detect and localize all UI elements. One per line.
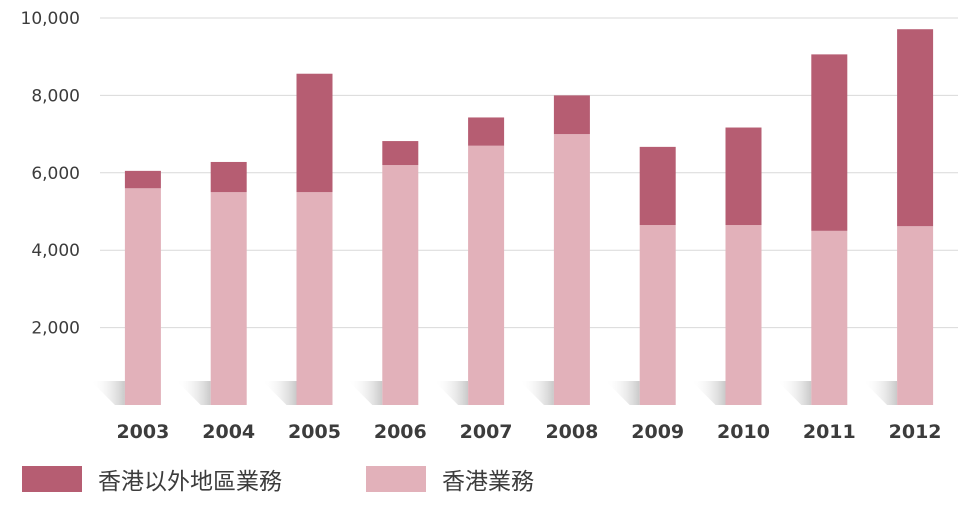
bar-segment-outside-hk bbox=[811, 54, 848, 231]
bar-segment-hk bbox=[468, 145, 505, 405]
bar-segment-outside-hk bbox=[296, 73, 333, 193]
legend-label-outside-hk: 香港以外地區業務 bbox=[98, 469, 282, 495]
bar-segment-outside-hk bbox=[124, 170, 161, 189]
legend-swatch-hk bbox=[366, 466, 426, 492]
bar-shadow bbox=[519, 381, 554, 405]
bar-shadow bbox=[176, 381, 211, 405]
y-tick-label: 2,000 bbox=[31, 319, 80, 339]
x-tick-label: 2004 bbox=[202, 421, 255, 443]
bar-segment-outside-hk bbox=[897, 29, 934, 227]
bar-shadow bbox=[777, 381, 812, 405]
bar-segment-hk bbox=[296, 192, 333, 405]
bar-segment-hk bbox=[811, 230, 848, 405]
bar-segment-hk bbox=[639, 225, 676, 405]
bar-segment-hk bbox=[725, 225, 762, 405]
bar-shadows bbox=[90, 381, 898, 405]
bar-shadow bbox=[691, 381, 726, 405]
x-tick-label: 2009 bbox=[631, 421, 684, 443]
bar-shadow bbox=[863, 381, 898, 405]
x-tick-label: 2003 bbox=[116, 421, 169, 443]
bar-segment-outside-hk bbox=[725, 127, 762, 226]
x-tick-label: 2011 bbox=[803, 421, 856, 443]
bar-shadow bbox=[605, 381, 640, 405]
y-tick-label: 10,000 bbox=[21, 9, 80, 29]
bar-segment-hk bbox=[553, 134, 590, 405]
bar-shadow bbox=[348, 381, 383, 405]
bar-segment-outside-hk bbox=[468, 117, 505, 146]
bar-shadow bbox=[434, 381, 469, 405]
x-tick-label: 2007 bbox=[460, 421, 513, 443]
bar-segment-outside-hk bbox=[210, 161, 247, 193]
bar-shadow bbox=[262, 381, 297, 405]
x-tick-label: 2012 bbox=[889, 421, 942, 443]
x-tick-label: 2010 bbox=[717, 421, 770, 443]
legend-item-hk: 香港業務 bbox=[366, 462, 534, 496]
bar-segment-hk bbox=[210, 192, 247, 405]
bars bbox=[124, 29, 934, 405]
bar-shadow bbox=[90, 381, 125, 405]
legend-label-hk: 香港業務 bbox=[442, 469, 534, 495]
x-tick-label: 2005 bbox=[288, 421, 341, 443]
bar-segment-hk bbox=[897, 226, 934, 405]
legend-swatch-outside-hk bbox=[22, 466, 82, 492]
bar-segment-outside-hk bbox=[382, 141, 419, 166]
bar-segment-outside-hk bbox=[553, 95, 590, 135]
bar-segment-hk bbox=[124, 188, 161, 405]
legend: 香港以外地區業務 香港業務 bbox=[22, 462, 618, 496]
y-axis: 2,000 4,000 6,000 8,000 10,000 bbox=[21, 9, 80, 339]
y-tick-label: 6,000 bbox=[31, 164, 80, 184]
x-tick-label: 2008 bbox=[545, 421, 598, 443]
y-tick-label: 4,000 bbox=[31, 241, 80, 261]
x-tick-label: 2006 bbox=[374, 421, 427, 443]
x-axis: 2003 2004 2005 2006 2007 2008 2009 2010 2011 2012 bbox=[116, 421, 941, 443]
legend-item-outside-hk: 香港以外地區業務 bbox=[22, 462, 282, 496]
bar-segment-hk bbox=[382, 165, 419, 405]
bar-segment-outside-hk bbox=[639, 146, 676, 226]
y-tick-label: 8,000 bbox=[31, 86, 80, 106]
